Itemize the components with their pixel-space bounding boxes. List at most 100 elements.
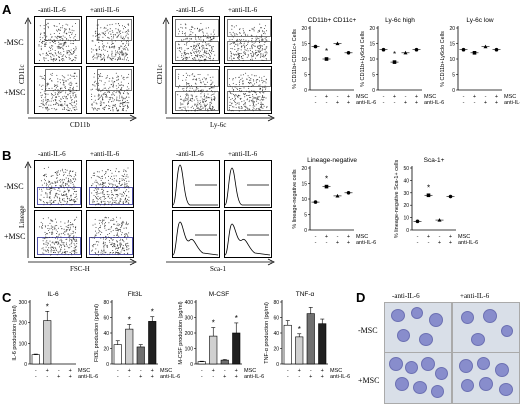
chart-bar xyxy=(283,324,292,365)
chart-msc-sign: + xyxy=(321,368,324,374)
panel-letter-a: A xyxy=(2,2,12,17)
chart-msc-sign: + xyxy=(347,94,350,100)
chart-msc-sign: - xyxy=(140,368,142,374)
flow-plot-a-2 xyxy=(86,16,134,64)
chart-bar xyxy=(113,344,122,365)
col-header-a4: +anti-IL-6 xyxy=(228,6,258,14)
chart-msc-sign: + xyxy=(325,234,328,240)
col-header-a2: +anti-IL-6 xyxy=(90,6,120,14)
axis-label-cd11b: CD11b xyxy=(70,121,90,129)
micrograph-d-3 xyxy=(384,352,452,404)
chart-tick-label: 80 xyxy=(273,300,279,306)
col-header-a1: -anti-IL-6 xyxy=(38,6,66,14)
chart-title: M-CSF xyxy=(209,291,230,298)
col-header-a3: -anti-IL-6 xyxy=(176,6,204,14)
chart-tick-label: 5 xyxy=(304,73,307,79)
chart-title: TNF-α xyxy=(296,291,315,298)
chart-tick-label: 0 xyxy=(304,228,307,234)
chart-tick-label: 200 xyxy=(19,321,28,327)
chart-il6-sign: + xyxy=(336,100,339,106)
chart-tick-label: 300 xyxy=(185,316,194,322)
chart-msc-label: MSC xyxy=(424,94,436,100)
chart-significance: * xyxy=(151,308,154,317)
chart-y-label: IL-6 production (pg/ml) xyxy=(12,305,18,360)
chart-msc-sign: - xyxy=(405,94,407,100)
chart-msc-sign: - xyxy=(439,234,441,240)
chart-tick-label: 20 xyxy=(369,26,375,32)
chart-y-label: M-CSF production (pg/ml) xyxy=(178,301,184,364)
chart-il6-sign: - xyxy=(315,100,317,106)
panel-letter-c: C xyxy=(2,290,12,305)
chart-il6-sign: + xyxy=(151,374,154,380)
chart-il6-sign: - xyxy=(315,240,317,246)
chart-tick-label: 0 xyxy=(304,88,307,94)
row-label-b-plus-msc: +MSC xyxy=(4,232,26,241)
chart-tick-label: 40 xyxy=(273,331,279,337)
chart-msc-sign: - xyxy=(224,368,226,374)
flow-plot-a-7 xyxy=(172,66,220,114)
chart-msc-sign: + xyxy=(325,94,328,100)
chart-il6-label: anti-IL-6 xyxy=(78,374,98,380)
chart-msc-sign: - xyxy=(337,94,339,100)
chart-tick-label: 40 xyxy=(403,178,409,184)
chart-il6-sign: - xyxy=(287,374,289,380)
chart-il6-label: anti-IL-6 xyxy=(330,374,350,380)
flow-dots xyxy=(38,22,77,62)
flow-plot-a-1 xyxy=(34,16,82,64)
axis-arrows-a xyxy=(24,17,275,122)
chart-il6-sign: - xyxy=(474,100,476,106)
chart-msc-sign: - xyxy=(315,94,317,100)
chart-bar xyxy=(232,332,241,365)
chart-title: Sca-1+ xyxy=(424,157,445,164)
chart-msc-sign: + xyxy=(69,368,72,374)
chart-il6-sign: + xyxy=(223,374,226,380)
chart-msc-sign: - xyxy=(58,368,60,374)
chart-tick-label: 15 xyxy=(369,42,375,48)
chart-bar xyxy=(43,320,52,365)
chart-tick-label: 0 xyxy=(106,362,109,368)
chart-il6-sign: - xyxy=(201,374,203,380)
chart-y-label: TNF-α production (pg/ml) xyxy=(264,302,270,364)
chart-il6-sign: - xyxy=(117,374,119,380)
chart-msc-sign: + xyxy=(151,368,154,374)
chart-tick-label: 5 xyxy=(372,73,375,79)
histogram-b-3 xyxy=(172,210,220,258)
chart-il6-sign: + xyxy=(495,100,498,106)
chart-il6-sign: + xyxy=(415,100,418,106)
chart-il6-label: anti-IL-6 xyxy=(356,100,376,106)
row-label-a-minus-msc: -MSC xyxy=(4,38,24,47)
chart-msc-sign: + xyxy=(495,94,498,100)
chart-y-label: % lineage-negative cells xyxy=(292,169,298,229)
chart-msc-label: MSC xyxy=(244,368,256,374)
chart-msc-sign: - xyxy=(485,94,487,100)
chart-il6-sign: + xyxy=(438,240,441,246)
panel-letter-d: D xyxy=(356,290,366,305)
chart-il6-sign: + xyxy=(449,240,452,246)
chart-il6-sign: + xyxy=(235,374,238,380)
chart-msc-sign: - xyxy=(315,234,317,240)
chart-tick-label: 200 xyxy=(185,331,194,337)
chart-tick-label: 15 xyxy=(301,182,307,188)
chart-bar xyxy=(306,313,315,365)
chart-il6-label: anti-IL-6 xyxy=(504,100,520,106)
row-label-d-minus-msc: -MSC xyxy=(358,326,378,335)
chart-title: Flt3L xyxy=(128,291,143,298)
chart-tick-label: 80 xyxy=(103,300,109,306)
chart-il6-label: anti-IL-6 xyxy=(244,374,264,380)
chart-msc-sign: - xyxy=(287,368,289,374)
chart-tick-label: 10 xyxy=(449,57,455,63)
chart-tick-label: 20 xyxy=(301,166,307,172)
chart-il6-sign: + xyxy=(57,374,60,380)
chart-il6-sign: - xyxy=(46,374,48,380)
chart-tick-label: 0 xyxy=(372,88,375,94)
chart-y-label: % CD11b+Ly6clo Cells xyxy=(440,31,446,87)
chart-tick-label: 5 xyxy=(452,73,455,79)
chart-msc-sign: + xyxy=(473,94,476,100)
chart-msc-sign: + xyxy=(427,234,430,240)
chart-msc-label: MSC xyxy=(458,234,470,240)
chart-y-label: Flt3L production (pg/ml) xyxy=(94,304,100,362)
chart-tick-label: 15 xyxy=(301,42,307,48)
chart-msc-label: MSC xyxy=(160,368,172,374)
flow-dots xyxy=(90,167,130,206)
histogram-curves xyxy=(24,161,275,266)
